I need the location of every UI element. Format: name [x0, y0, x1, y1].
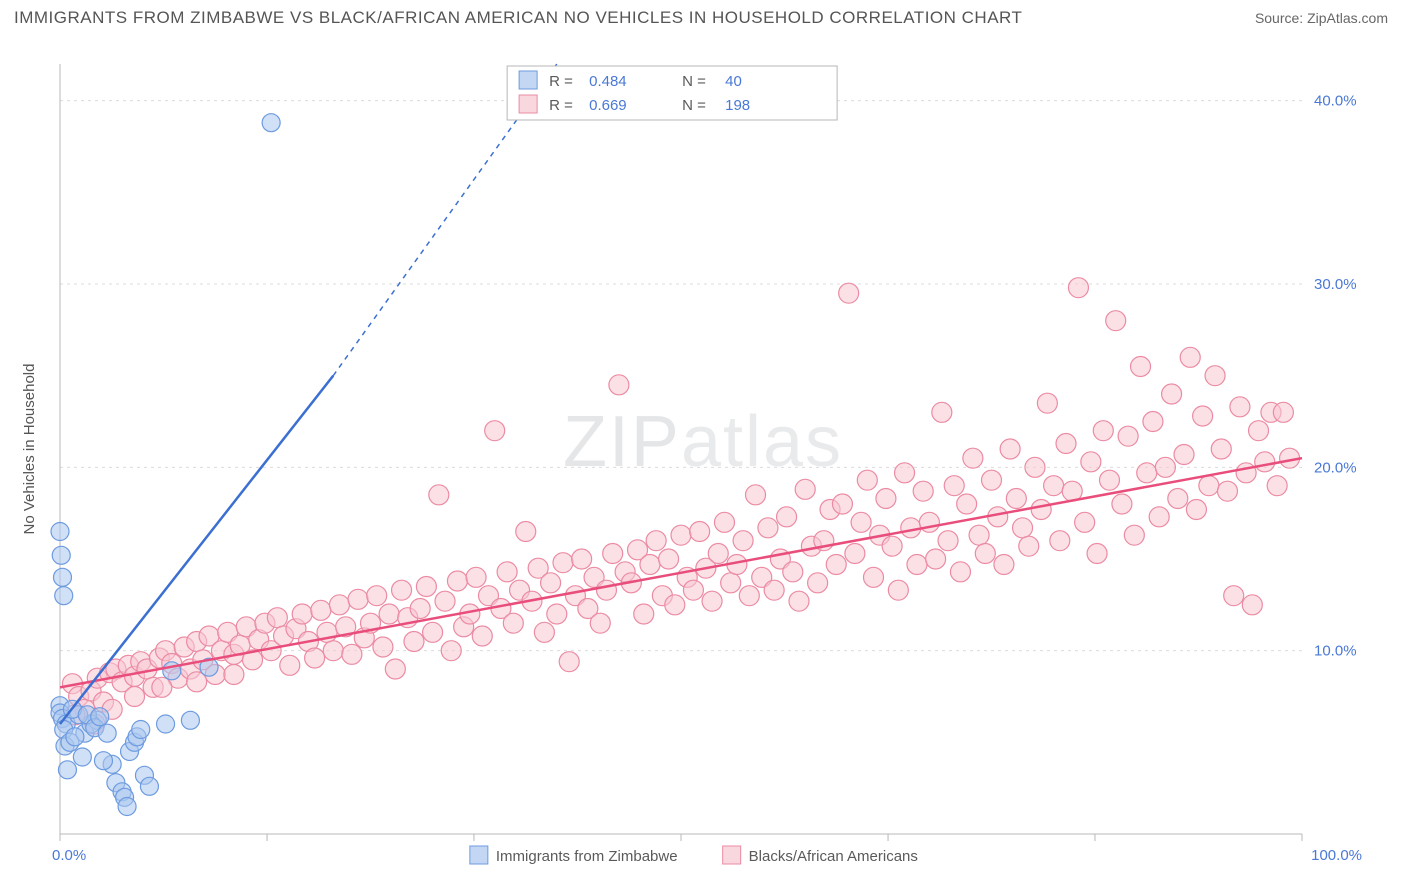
y-axis-label: No Vehicles in Household [21, 364, 38, 535]
stats-n-value: 198 [725, 97, 750, 114]
legend-swatch [723, 846, 741, 864]
stats-r-label: R = [549, 97, 573, 114]
source-link[interactable]: ZipAtlas.com [1307, 10, 1388, 26]
y-tick-label: 40.0% [1314, 93, 1357, 110]
stats-r-value: 0.484 [589, 73, 627, 90]
stats-r-label: R = [549, 73, 573, 90]
y-tick-label: 10.0% [1314, 643, 1357, 660]
scatter-chart: 10.0% 20.0% 30.0% 40.0% 0.0% 100.0% No Vehicle… [14, 40, 1392, 878]
stats-n-label: N = [682, 97, 706, 114]
stats-swatch [519, 71, 537, 89]
series-blue [51, 114, 280, 816]
chart-title: IMMIGRANTS FROM ZIMBABWE VS BLACK/AFRICA… [14, 8, 1022, 28]
legend-label: Immigrants from Zimbabwe [496, 848, 678, 865]
y-tick-label: 20.0% [1314, 459, 1357, 476]
y-tick-label: 30.0% [1314, 276, 1357, 293]
x-tick-label: 0.0% [52, 847, 86, 864]
x-tick-label: 100.0% [1311, 847, 1362, 864]
stats-n-label: N = [682, 73, 706, 90]
source-label: Source: [1255, 10, 1303, 26]
series-pink [62, 278, 1299, 734]
stats-r-value: 0.669 [589, 97, 627, 114]
source-attribution: Source: ZipAtlas.com [1255, 10, 1388, 26]
stats-swatch [519, 95, 537, 113]
legend-label: Blacks/African Americans [749, 848, 918, 865]
legend-swatch [470, 846, 488, 864]
trendline-pink [60, 458, 1302, 687]
stats-n-value: 40 [725, 73, 742, 90]
